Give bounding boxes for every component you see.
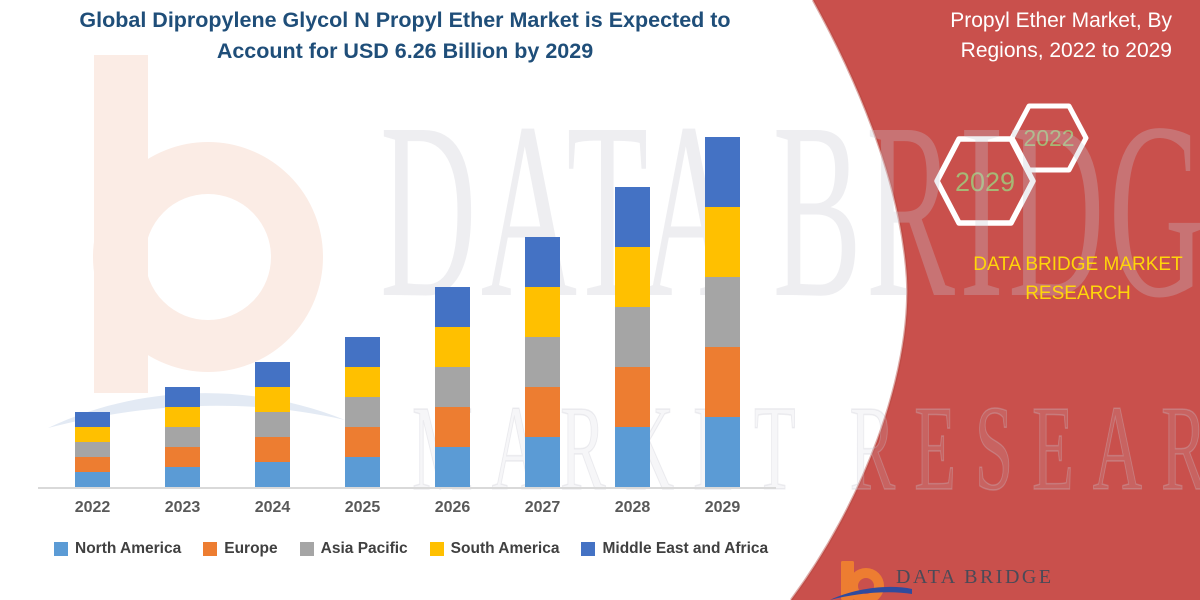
legend-swatch xyxy=(203,542,218,556)
x-tick-2027: 2027 xyxy=(524,499,561,516)
banner-heading: Propyl Ether Market, By Regions, 2022 to… xyxy=(950,9,1172,63)
red-side-panel xyxy=(791,0,1200,600)
legend-label: Europe xyxy=(224,540,278,557)
legend-item-europe: Europe xyxy=(203,540,278,558)
year-hexagons: 2029 2022 xyxy=(934,103,1089,226)
legend-item-asia-pacific: Asia Pacific xyxy=(299,540,408,558)
x-tick-2022: 2022 xyxy=(74,499,111,516)
legend-label: Asia Pacific xyxy=(320,540,408,557)
hexagon-2022-label: 2022 xyxy=(1023,125,1074,151)
red-panel-edge xyxy=(789,0,909,600)
legend-label: South America xyxy=(450,540,560,557)
legend-item-south-america: South America xyxy=(429,540,560,558)
brand-caption: DATA BRIDGE MARKET RESEARCH xyxy=(973,254,1183,305)
footer-logo-b-bowl xyxy=(848,568,884,600)
legend-swatch xyxy=(54,542,68,556)
x-tick-2023: 2023 xyxy=(164,499,201,516)
hexagon-2029-label: 2029 xyxy=(955,167,1015,197)
x-tick-2028: 2028 xyxy=(614,499,651,516)
watermark-b-bowl xyxy=(93,142,323,372)
legend-item-middle-east-and-africa: Middle East and Africa xyxy=(581,540,768,558)
legend-label: North America xyxy=(75,540,182,557)
chart-title: Global Dipropylene Glycol N Propyl Ether… xyxy=(79,8,731,63)
x-tick-2026: 2026 xyxy=(434,499,471,516)
hexagon-2029 xyxy=(934,136,1036,226)
legend-swatch xyxy=(429,542,444,556)
legend-swatch xyxy=(581,542,596,556)
footer-logo-name: DATA BRIDGE xyxy=(896,566,1054,588)
legend-swatch xyxy=(299,542,314,556)
legend-label: Middle East and Africa xyxy=(602,540,769,557)
chart-legend: North America Europe Asia Pacific South Ame… xyxy=(54,540,768,558)
x-tick-2029: 2029 xyxy=(704,499,741,516)
legend-item-north-america: North America xyxy=(54,540,181,558)
x-tick-2024: 2024 xyxy=(254,499,291,516)
db-logo-watermark xyxy=(48,55,345,428)
hexagon-2022 xyxy=(1009,103,1089,173)
footer-logo-swoosh xyxy=(830,586,912,600)
footer-logo-tagline: MARKET RESEARCH xyxy=(897,597,1074,600)
watermark-swoosh xyxy=(48,393,345,428)
x-tick-2025: 2025 xyxy=(344,499,381,516)
footer-logo: DATA BRIDGE MARKET RESEARCH xyxy=(830,561,1074,600)
x-axis-line xyxy=(38,487,776,489)
